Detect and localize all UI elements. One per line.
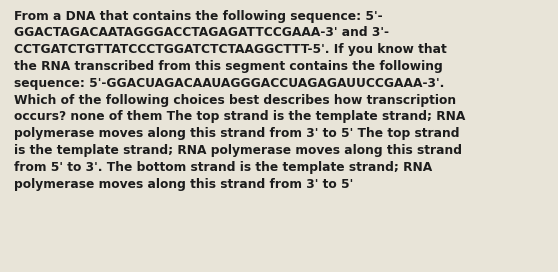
Text: From a DNA that contains the following sequence: 5'-
GGACTAGACAATAGGGACCTAGAGATT: From a DNA that contains the following s… bbox=[14, 10, 465, 190]
